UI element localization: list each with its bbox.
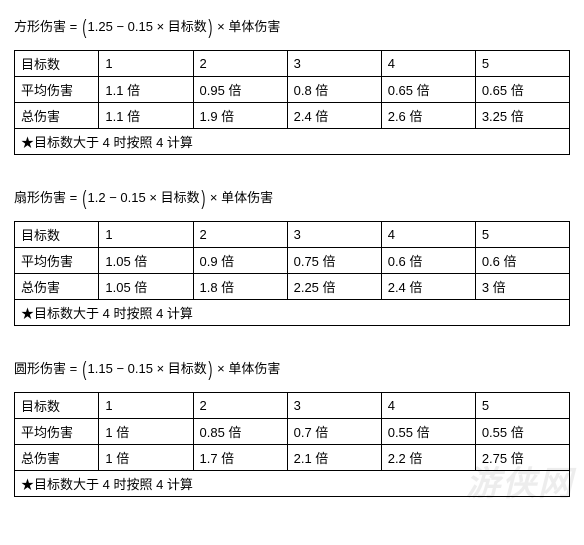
table-cell: 1.05 倍: [99, 248, 193, 274]
row-label: 平均伤害: [15, 77, 99, 103]
table-header-cell: 3: [287, 51, 381, 77]
table-header-cell: 2: [193, 51, 287, 77]
row-label: 平均伤害: [15, 248, 99, 274]
row-label: 总伤害: [15, 445, 99, 471]
table-cell: 1.9 倍: [193, 103, 287, 129]
table-header-cell: 5: [475, 51, 569, 77]
table-header-row: 目标数12345: [15, 393, 570, 419]
table-cell: 0.7 倍: [287, 419, 381, 445]
row-label: 平均伤害: [15, 419, 99, 445]
table-cell: 2.75 倍: [475, 445, 569, 471]
table-cell: 2.6 倍: [381, 103, 475, 129]
table-cell: 0.55 倍: [475, 419, 569, 445]
table-cell: 0.65 倍: [381, 77, 475, 103]
table-header-cell: 5: [475, 393, 569, 419]
table-cell: 0.65 倍: [475, 77, 569, 103]
table-header-cell: 1: [99, 51, 193, 77]
table-row: 平均伤害1 倍0.85 倍0.7 倍0.55 倍0.55 倍: [15, 419, 570, 445]
table-cell: 0.75 倍: [287, 248, 381, 274]
table-cell: 2.25 倍: [287, 274, 381, 300]
table-cell: 0.55 倍: [381, 419, 475, 445]
table-header-cell: 1: [99, 393, 193, 419]
table-cell: 0.9 倍: [193, 248, 287, 274]
table-cell: 1.1 倍: [99, 103, 193, 129]
table-header-cell: 5: [475, 222, 569, 248]
paren-open: (: [82, 188, 86, 211]
table-cell: 1.7 倍: [193, 445, 287, 471]
formula-b: 0.15: [120, 190, 145, 205]
table-header-cell: 目标数: [15, 393, 99, 419]
damage-section: 扇形伤害 = (1.2 − 0.15 × 目标数) × 单体伤害目标数12345…: [14, 187, 570, 326]
table-cell: 0.95 倍: [193, 77, 287, 103]
table-cell: 1.1 倍: [99, 77, 193, 103]
table-header-cell: 目标数: [15, 222, 99, 248]
formula-a: 1.2: [88, 190, 106, 205]
row-label: 总伤害: [15, 103, 99, 129]
paren-close: ): [208, 359, 212, 382]
damage-section: 圆形伤害 = (1.15 − 0.15 × 目标数) × 单体伤害目标数1234…: [14, 358, 570, 497]
formula-rhs: 单体伤害: [228, 361, 280, 376]
formula-var: 目标数: [168, 19, 207, 34]
formula-b: 0.15: [128, 19, 153, 34]
table-cell: 1.8 倍: [193, 274, 287, 300]
table-note-row: ★目标数大于 4 时按照 4 计算: [15, 129, 570, 155]
paren-open: (: [82, 17, 86, 40]
table-cell: 2.1 倍: [287, 445, 381, 471]
table-header-cell: 4: [381, 51, 475, 77]
table-note-row: ★目标数大于 4 时按照 4 计算: [15, 471, 570, 497]
formula: 扇形伤害 = (1.2 − 0.15 × 目标数) × 单体伤害: [14, 187, 570, 211]
formula-a: 1.15: [88, 361, 113, 376]
table-row: 总伤害1 倍1.7 倍2.1 倍2.2 倍2.75 倍: [15, 445, 570, 471]
formula: 圆形伤害 = (1.15 − 0.15 × 目标数) × 单体伤害: [14, 358, 570, 382]
table-note: ★目标数大于 4 时按照 4 计算: [15, 300, 570, 326]
table-note-row: ★目标数大于 4 时按照 4 计算: [15, 300, 570, 326]
formula-rhs: 单体伤害: [228, 19, 280, 34]
row-label: 总伤害: [15, 274, 99, 300]
formula-lhs: 圆形伤害: [14, 361, 66, 376]
table-cell: 1 倍: [99, 419, 193, 445]
table-header-cell: 目标数: [15, 51, 99, 77]
formula-lhs: 方形伤害: [14, 19, 66, 34]
table-header-cell: 4: [381, 393, 475, 419]
table-row: 平均伤害1.05 倍0.9 倍0.75 倍0.6 倍0.6 倍: [15, 248, 570, 274]
table-header-cell: 1: [99, 222, 193, 248]
table-cell: 0.6 倍: [381, 248, 475, 274]
table-header-cell: 2: [193, 393, 287, 419]
formula-a: 1.25: [88, 19, 113, 34]
table-header-row: 目标数12345: [15, 51, 570, 77]
table-row: 平均伤害1.1 倍0.95 倍0.8 倍0.65 倍0.65 倍: [15, 77, 570, 103]
damage-table: 目标数12345平均伤害1.1 倍0.95 倍0.8 倍0.65 倍0.65 倍…: [14, 50, 570, 155]
damage-table: 目标数12345平均伤害1 倍0.85 倍0.7 倍0.55 倍0.55 倍总伤…: [14, 392, 570, 497]
table-header-cell: 3: [287, 222, 381, 248]
formula-lhs: 扇形伤害: [14, 190, 66, 205]
table-cell: 3 倍: [475, 274, 569, 300]
damage-table: 目标数12345平均伤害1.05 倍0.9 倍0.75 倍0.6 倍0.6 倍总…: [14, 221, 570, 326]
formula-b: 0.15: [128, 361, 153, 376]
table-cell: 3.25 倍: [475, 103, 569, 129]
paren-close: ): [208, 17, 212, 40]
table-cell: 2.4 倍: [381, 274, 475, 300]
table-cell: 0.85 倍: [193, 419, 287, 445]
table-cell: 0.6 倍: [475, 248, 569, 274]
table-cell: 1.05 倍: [99, 274, 193, 300]
formula-rhs: 单体伤害: [221, 190, 273, 205]
table-row: 总伤害1.1 倍1.9 倍2.4 倍2.6 倍3.25 倍: [15, 103, 570, 129]
table-row: 总伤害1.05 倍1.8 倍2.25 倍2.4 倍3 倍: [15, 274, 570, 300]
table-cell: 2.2 倍: [381, 445, 475, 471]
formula-var: 目标数: [161, 190, 200, 205]
table-cell: 1 倍: [99, 445, 193, 471]
table-note: ★目标数大于 4 时按照 4 计算: [15, 471, 570, 497]
table-cell: 0.8 倍: [287, 77, 381, 103]
table-header-row: 目标数12345: [15, 222, 570, 248]
table-header-cell: 4: [381, 222, 475, 248]
paren-open: (: [82, 359, 86, 382]
table-note: ★目标数大于 4 时按照 4 计算: [15, 129, 570, 155]
formula-var: 目标数: [168, 361, 207, 376]
table-header-cell: 2: [193, 222, 287, 248]
table-cell: 2.4 倍: [287, 103, 381, 129]
paren-close: ): [201, 188, 205, 211]
formula: 方形伤害 = (1.25 − 0.15 × 目标数) × 单体伤害: [14, 16, 570, 40]
table-header-cell: 3: [287, 393, 381, 419]
damage-section: 方形伤害 = (1.25 − 0.15 × 目标数) × 单体伤害目标数1234…: [14, 16, 570, 155]
